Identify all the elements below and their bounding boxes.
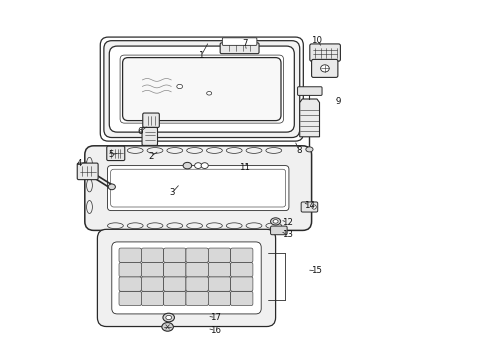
Text: 5: 5 <box>108 150 114 159</box>
FancyBboxPatch shape <box>111 169 286 207</box>
Ellipse shape <box>166 315 171 320</box>
FancyBboxPatch shape <box>100 37 303 141</box>
Ellipse shape <box>167 223 183 229</box>
FancyBboxPatch shape <box>141 248 164 262</box>
FancyBboxPatch shape <box>301 202 318 212</box>
FancyBboxPatch shape <box>164 291 186 306</box>
FancyBboxPatch shape <box>231 277 253 291</box>
Ellipse shape <box>207 91 212 95</box>
Ellipse shape <box>183 162 192 169</box>
Ellipse shape <box>127 148 143 153</box>
FancyBboxPatch shape <box>270 226 287 235</box>
Text: 14: 14 <box>304 201 315 210</box>
Ellipse shape <box>187 148 202 153</box>
Ellipse shape <box>87 157 92 170</box>
FancyBboxPatch shape <box>107 146 125 161</box>
FancyBboxPatch shape <box>297 87 322 95</box>
FancyBboxPatch shape <box>109 46 294 132</box>
FancyBboxPatch shape <box>77 163 98 180</box>
Ellipse shape <box>270 218 281 225</box>
Ellipse shape <box>246 148 262 153</box>
FancyBboxPatch shape <box>119 262 141 277</box>
FancyBboxPatch shape <box>104 41 300 138</box>
Ellipse shape <box>108 184 116 190</box>
FancyBboxPatch shape <box>208 277 231 291</box>
FancyBboxPatch shape <box>312 59 338 77</box>
FancyBboxPatch shape <box>85 146 312 230</box>
FancyBboxPatch shape <box>141 291 164 306</box>
FancyBboxPatch shape <box>186 262 208 277</box>
Ellipse shape <box>246 223 262 229</box>
FancyBboxPatch shape <box>186 248 208 262</box>
FancyBboxPatch shape <box>112 242 261 314</box>
Text: 16: 16 <box>210 326 221 335</box>
Text: 4: 4 <box>76 159 82 168</box>
Polygon shape <box>300 99 319 137</box>
FancyBboxPatch shape <box>143 113 159 127</box>
Text: 13: 13 <box>282 230 293 239</box>
Ellipse shape <box>163 313 174 322</box>
FancyBboxPatch shape <box>164 277 186 291</box>
Ellipse shape <box>312 205 316 209</box>
FancyBboxPatch shape <box>98 229 275 327</box>
FancyBboxPatch shape <box>186 277 208 291</box>
Text: 1: 1 <box>198 51 204 60</box>
Text: 17: 17 <box>210 313 221 322</box>
FancyBboxPatch shape <box>222 38 257 45</box>
Ellipse shape <box>226 148 242 153</box>
Text: 6: 6 <box>138 127 144 136</box>
Ellipse shape <box>147 148 163 153</box>
FancyBboxPatch shape <box>208 248 231 262</box>
Ellipse shape <box>177 84 183 89</box>
FancyBboxPatch shape <box>231 248 253 262</box>
Ellipse shape <box>226 223 242 229</box>
FancyBboxPatch shape <box>142 127 157 145</box>
FancyBboxPatch shape <box>119 277 141 291</box>
Ellipse shape <box>201 163 208 168</box>
Text: 12: 12 <box>282 218 293 227</box>
Ellipse shape <box>107 223 123 229</box>
Ellipse shape <box>266 223 282 229</box>
FancyBboxPatch shape <box>107 166 289 211</box>
Ellipse shape <box>87 179 92 192</box>
Ellipse shape <box>107 148 123 153</box>
Text: 3: 3 <box>170 188 175 197</box>
Ellipse shape <box>195 163 202 168</box>
FancyBboxPatch shape <box>231 262 253 277</box>
FancyBboxPatch shape <box>186 291 208 306</box>
Ellipse shape <box>167 148 183 153</box>
Text: 7: 7 <box>242 40 248 49</box>
FancyBboxPatch shape <box>310 44 341 61</box>
Ellipse shape <box>187 223 202 229</box>
Text: 9: 9 <box>336 97 342 106</box>
Ellipse shape <box>127 223 143 229</box>
Text: 15: 15 <box>311 266 322 275</box>
FancyBboxPatch shape <box>164 248 186 262</box>
Text: 8: 8 <box>296 146 302 155</box>
FancyBboxPatch shape <box>141 277 164 291</box>
Ellipse shape <box>206 223 222 229</box>
Ellipse shape <box>87 201 92 213</box>
Ellipse shape <box>306 147 313 152</box>
FancyBboxPatch shape <box>231 291 253 306</box>
Text: 2: 2 <box>148 152 153 161</box>
Ellipse shape <box>266 148 282 153</box>
Ellipse shape <box>162 323 173 331</box>
FancyBboxPatch shape <box>220 43 259 54</box>
Text: 11: 11 <box>239 163 250 172</box>
Text: 10: 10 <box>312 36 322 45</box>
FancyBboxPatch shape <box>141 262 164 277</box>
FancyBboxPatch shape <box>122 58 281 121</box>
Ellipse shape <box>320 65 329 72</box>
Ellipse shape <box>206 148 222 153</box>
Ellipse shape <box>147 223 163 229</box>
FancyBboxPatch shape <box>120 55 284 123</box>
FancyBboxPatch shape <box>208 262 231 277</box>
FancyBboxPatch shape <box>119 291 141 306</box>
FancyBboxPatch shape <box>119 248 141 262</box>
FancyBboxPatch shape <box>208 291 231 306</box>
Ellipse shape <box>273 220 278 223</box>
FancyBboxPatch shape <box>164 262 186 277</box>
